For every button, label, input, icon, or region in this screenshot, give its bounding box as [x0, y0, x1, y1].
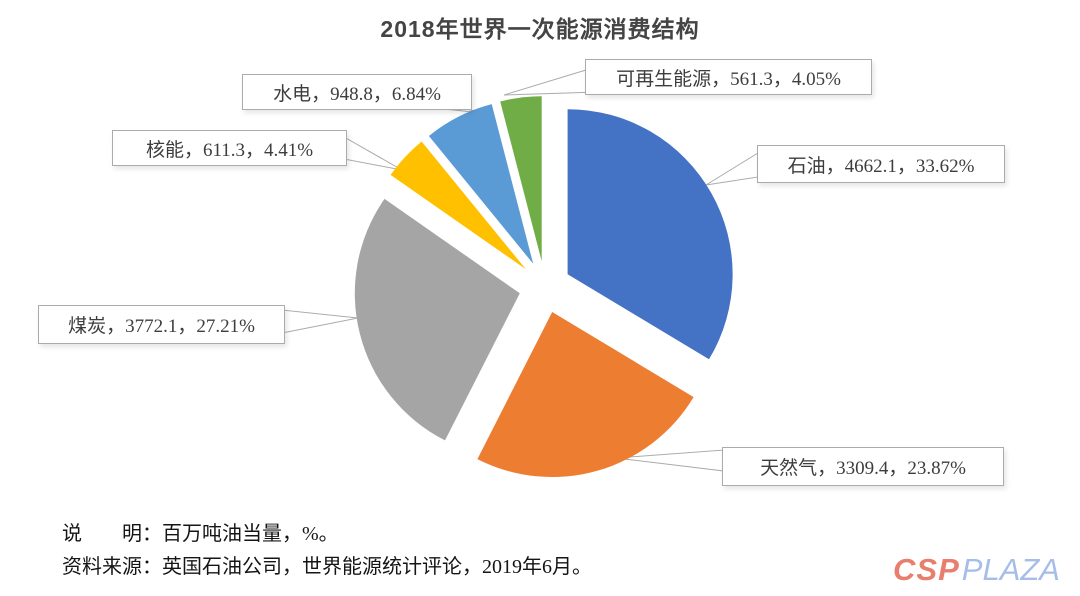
- callout-coal: 煤炭，3772.1，27.21%: [38, 305, 285, 344]
- chart-title: 2018年世界一次能源消费结构: [380, 16, 700, 42]
- logo-text-csp: CSP: [893, 552, 960, 587]
- pie-slice-renewables: [500, 96, 542, 262]
- pie-slice-hydro: [428, 104, 534, 264]
- callout-gas: 天然气，3309.4，23.87%: [722, 447, 1004, 486]
- callout-hydro: 水电，948.8，6.84%: [242, 74, 472, 110]
- callout-pointer-renewables: [503, 69, 599, 96]
- csp-plaza-logo: CSPPLAZA: [893, 554, 1060, 585]
- pie-slice-oil: [567, 109, 733, 360]
- callout-renewables: 可再生能源，561.3，4.05%: [585, 59, 872, 95]
- chart-notes: 说 明：百万吨油当量，%。 资料来源：英国石油公司，世界能源统计评论，2019年…: [62, 518, 592, 584]
- callout-pointer-coal: [281, 309, 359, 334]
- note-source: 资料来源：英国石油公司，世界能源统计评论，2019年6月。: [62, 556, 592, 578]
- callout-pointer-nuclear: [343, 136, 403, 171]
- callout-nuclear: 核能，611.3，4.41%: [112, 130, 347, 166]
- callout-pointer-oil: [705, 152, 759, 186]
- note-description: 说 明：百万吨油当量，%。: [62, 523, 339, 545]
- pie-slice-coal: [354, 198, 520, 441]
- pie-slice-gas: [477, 312, 694, 478]
- pie-slice-nuclear: [390, 141, 526, 270]
- logo-text-plaza: PLAZA: [961, 552, 1060, 587]
- callout-oil: 石油，4662.1，33.62%: [757, 145, 1005, 183]
